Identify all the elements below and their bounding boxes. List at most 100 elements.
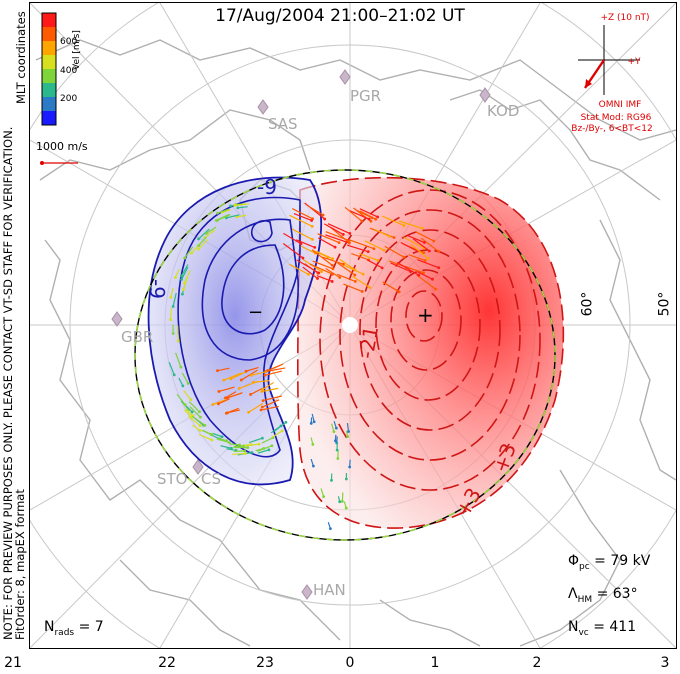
velocity-vector [262,381,274,390]
stat-lambda-value: = 63° [596,586,638,602]
velocity-vector [337,496,341,502]
velocity-vector [416,274,436,290]
velocity-vector [234,203,250,206]
velocity-colorbar [42,13,56,126]
velocity-vector [188,415,201,427]
velocity-vector [257,449,270,454]
stat-phi-symbol: Φ [568,553,580,569]
velocity-vector [414,230,434,242]
stat-nrads-value: = 7 [78,619,104,635]
radar-site-markers [111,69,491,600]
velocity-scale-label: 1000 m/s [36,140,88,153]
velocity-vector [343,501,347,509]
velocity-vector [233,450,245,453]
velocity-vector [412,238,430,252]
velocity-vector [296,259,320,274]
imf-condition: Bz-/By-, 6<BT<12 [571,124,653,134]
velocity-vector [216,438,230,444]
velocity-vector [330,226,350,244]
velocity-vector [312,260,334,270]
stat-nrads-symbol: N [44,619,55,635]
velocity-vector [396,261,420,276]
imf-stat-model: Stat Mod: RG96 [580,113,652,123]
velocity-vector [316,275,333,283]
velocity-vector [262,395,282,402]
velocity-vector [189,406,201,418]
velocity-vector [324,223,344,235]
imf-source-label: OMNI IMF [598,100,642,110]
stat-nrads-sub: rads [54,627,75,638]
velocity-vector [261,437,274,444]
colorbar-segment [42,111,56,126]
mlt-label-23: 23 [256,655,274,671]
stat-nvc-symbol: N [568,619,579,635]
velocity-vector [180,264,189,277]
velocity-vector [185,408,194,417]
velocity-vector [218,398,230,405]
velocity-vector [181,266,189,280]
velocity-vector [226,214,240,219]
potential-max-marker: + [417,303,434,327]
velocity-vector [237,206,248,209]
coordinates-label: MLT coordinates [14,11,28,104]
colorbar-segment [42,83,56,98]
velocity-vector [197,239,209,250]
velocity-vector [382,215,405,227]
velocity-vector [291,228,313,240]
velocity-vector [170,288,174,298]
vector-origin [176,339,180,343]
velocity-vector [178,377,184,387]
positive-potential-cell [296,176,565,529]
negative-potential-cell [147,176,323,486]
velocity-vector [264,370,282,376]
velocity-vector [366,259,383,269]
velocity-vector [250,387,264,395]
velocity-vector [302,266,318,279]
velocity-vector [260,405,279,411]
velocity-vector [261,387,279,393]
preview-note: NOTE: FOR PREVIEW PURPOSES ONLY. PLEASE … [1,127,27,640]
pole-gap [342,317,358,333]
velocity-vector [257,445,273,453]
velocity-vector [293,212,312,222]
colorbar-frame [41,12,57,126]
velocity-vector [384,245,405,258]
velocity-vector [177,325,179,341]
velocity-vector [198,434,213,441]
colorbar-title: Vel [m/s] [72,30,82,70]
velocity-vector [344,206,363,222]
colorbar-segment [42,97,56,112]
velocity-vectors [168,202,441,531]
velocity-vector [206,226,217,234]
velocity-vector [181,372,189,384]
velocity-vector [417,259,439,269]
velocity-vector [313,249,329,258]
imf-z-axis-label: +Z (10 nT) [600,13,650,23]
velocity-vector [343,283,363,293]
potential-min-marker: − [248,302,263,323]
velocity-vector [217,437,227,442]
velocity-vector [172,292,177,307]
velocity-vector [346,244,369,253]
velocity-vector [352,275,371,289]
velocity-vector [404,265,424,274]
velocity-vector [245,366,259,372]
velocity-vector [222,209,231,213]
velocity-vector [308,205,324,216]
velocity-vector [398,220,423,229]
velocity-vector [311,413,315,422]
velocity-vector [236,214,247,218]
stat-phi-value: = 79 kV [594,553,651,569]
velocity-vector [327,223,351,234]
velocity-vector [229,443,240,446]
stat-phi-pc: Φpc = 79 kV [568,553,650,572]
velocity-vector [168,361,175,376]
colorbar-segment [42,55,56,70]
velocity-vector [225,391,237,399]
velocity-vector [184,270,191,284]
contour-label-neg-upper: -9 [257,175,277,199]
map-frame [29,2,677,649]
site-label-pgr: PGR [350,87,382,105]
velocity-vector [374,228,390,237]
stat-n-rads: Nrads = 7 [44,619,104,638]
